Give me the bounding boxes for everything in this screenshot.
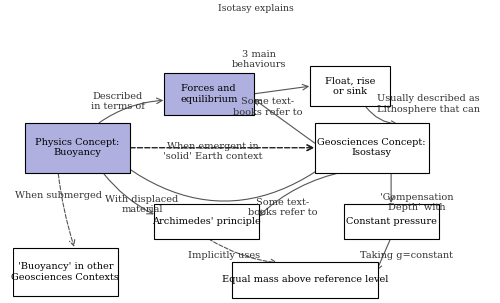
FancyBboxPatch shape [314, 123, 429, 173]
FancyBboxPatch shape [154, 204, 258, 239]
Text: When submerged: When submerged [15, 191, 102, 200]
Text: When emergent in
'solid' Earth context: When emergent in 'solid' Earth context [162, 142, 262, 161]
Text: With displaced
material: With displaced material [105, 195, 178, 214]
Text: Physics Concept:
Buoyancy: Physics Concept: Buoyancy [36, 138, 119, 158]
Text: Usually described as
Lithosphere that can: Usually described as Lithosphere that ca… [378, 94, 480, 114]
Text: Isotasy explains: Isotasy explains [218, 4, 294, 13]
FancyBboxPatch shape [13, 248, 118, 296]
Text: Geosciences Concept:
Isostasy: Geosciences Concept: Isostasy [318, 138, 426, 158]
FancyBboxPatch shape [25, 123, 130, 173]
Text: Some text-
books refer to: Some text- books refer to [233, 97, 302, 117]
Text: Implicitly uses: Implicitly uses [188, 251, 260, 260]
Text: 'Buoyancy' in other
Geosciences Contexts: 'Buoyancy' in other Geosciences Contexts [12, 262, 119, 282]
Text: Taking g=constant: Taking g=constant [360, 251, 454, 260]
Text: 'Compensation
Depth' with: 'Compensation Depth' with [380, 193, 454, 212]
Text: Float, rise
or sink: Float, rise or sink [324, 76, 375, 96]
Text: Constant pressure: Constant pressure [346, 217, 436, 226]
FancyBboxPatch shape [344, 204, 438, 239]
Text: Described
in terms of: Described in terms of [90, 92, 144, 112]
Text: Some text-
books refer to: Some text- books refer to [248, 198, 318, 217]
Text: Equal mass above reference level: Equal mass above reference level [222, 275, 388, 284]
FancyBboxPatch shape [232, 261, 378, 298]
FancyBboxPatch shape [310, 65, 390, 106]
Text: Archimedes' principle: Archimedes' principle [152, 217, 260, 226]
FancyBboxPatch shape [164, 73, 254, 115]
Text: Forces and
equilibrium: Forces and equilibrium [180, 85, 238, 104]
Text: 3 main
behaviours: 3 main behaviours [232, 50, 286, 69]
